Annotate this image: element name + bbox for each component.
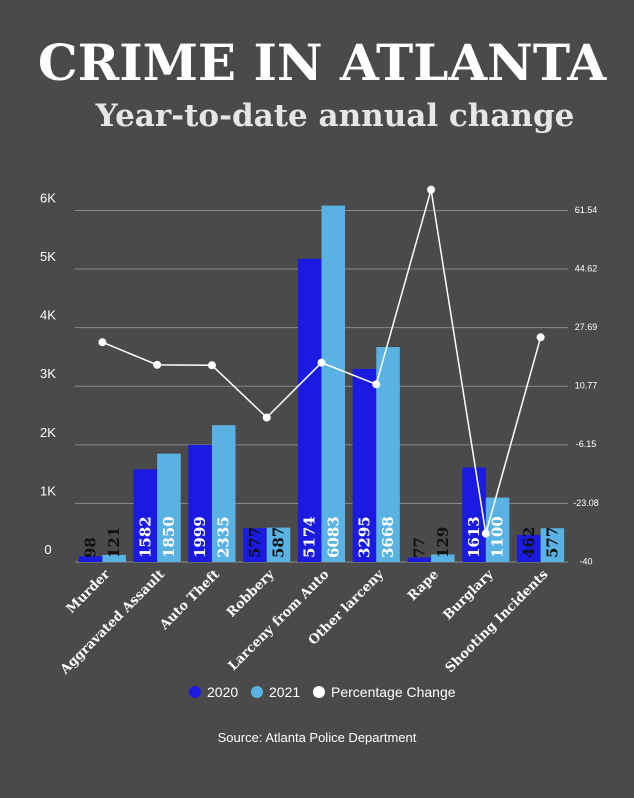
value-label: 98: [82, 537, 100, 558]
value-label: 6083: [324, 516, 342, 558]
line-point: [153, 360, 162, 369]
value-label: 462: [520, 527, 538, 558]
y2-tick-label: 27.69: [575, 322, 598, 332]
bar: [376, 347, 400, 562]
chart-subtitle: Year-to-date annual change: [95, 98, 575, 134]
x-tick-label: Burglary: [441, 567, 497, 623]
y2-tick-label: -40: [579, 556, 592, 566]
x-tick-label: Robbery: [224, 567, 278, 621]
bar: [462, 467, 486, 562]
bar: [297, 258, 322, 562]
y-tick-label: 2K: [40, 425, 56, 440]
value-label: 121: [105, 527, 123, 558]
line-point: [372, 380, 381, 389]
bar: [188, 444, 212, 562]
y2-tick-label: 61.54: [575, 205, 598, 215]
bar: [102, 554, 126, 562]
source: Source: Atlanta Police Department: [218, 730, 417, 745]
bar: [211, 425, 236, 562]
value-label: 1100: [489, 516, 507, 558]
line-point: [427, 185, 436, 194]
line-point: [262, 413, 271, 422]
line-point: [481, 529, 490, 538]
x-tick-label: Larceny from Auto: [226, 567, 333, 674]
bar: [352, 368, 377, 562]
bar: [157, 453, 181, 562]
value-label: 1999: [191, 516, 209, 558]
y-tick-label: 4K: [40, 308, 56, 323]
legend-marker: [251, 686, 263, 698]
y2-tick-label: -23.08: [573, 498, 599, 508]
y2-tick-label: 10.77: [575, 381, 598, 391]
value-label: 2335: [215, 516, 233, 558]
x-tick-label: Rape: [405, 567, 442, 604]
value-label: 587: [269, 527, 287, 558]
line-point: [317, 358, 326, 367]
legend-label: 2020: [207, 684, 238, 700]
legend-label: 2021: [269, 684, 300, 700]
bar: [78, 556, 103, 562]
value-label: 3295: [356, 516, 374, 558]
value-label: 1613: [465, 516, 483, 558]
bar: [431, 554, 455, 562]
value-label: 577: [543, 527, 561, 558]
bar: [321, 205, 346, 562]
bar: [407, 557, 432, 562]
bar: [243, 528, 267, 562]
value-label: 129: [434, 527, 452, 558]
legend-marker: [313, 686, 325, 698]
chart-title: CRIME IN ATLANTA: [38, 33, 607, 92]
y-tick-label: 6K: [40, 190, 56, 205]
value-label: 3668: [379, 516, 397, 558]
y-tick-label: 1K: [40, 483, 56, 498]
legend-marker: [189, 686, 201, 698]
line-point: [98, 338, 107, 347]
y-tick-label: 3K: [40, 366, 56, 381]
y2-tick-label: -6.15: [576, 439, 597, 449]
legend-label: Percentage Change: [331, 684, 456, 700]
value-label: 5174: [301, 516, 319, 558]
value-label: 577: [246, 527, 264, 558]
value-label: 1850: [160, 516, 178, 558]
line-point: [207, 361, 216, 370]
value-label: 1582: [136, 516, 154, 558]
value-label: 77: [410, 537, 428, 558]
x-tick-label: Shooting Incidents: [443, 567, 552, 676]
y-tick-label: 0: [44, 542, 51, 557]
bar: [540, 528, 565, 562]
y2-tick-label: 44.62: [575, 263, 598, 273]
bar: [517, 534, 541, 562]
y-tick-label: 5K: [40, 249, 56, 264]
bar: [133, 469, 158, 562]
line-point: [536, 333, 545, 342]
x-tick-label: Aggravated Assault: [57, 567, 168, 678]
x-tick-label: Murder: [64, 567, 114, 617]
bar: [266, 527, 291, 562]
